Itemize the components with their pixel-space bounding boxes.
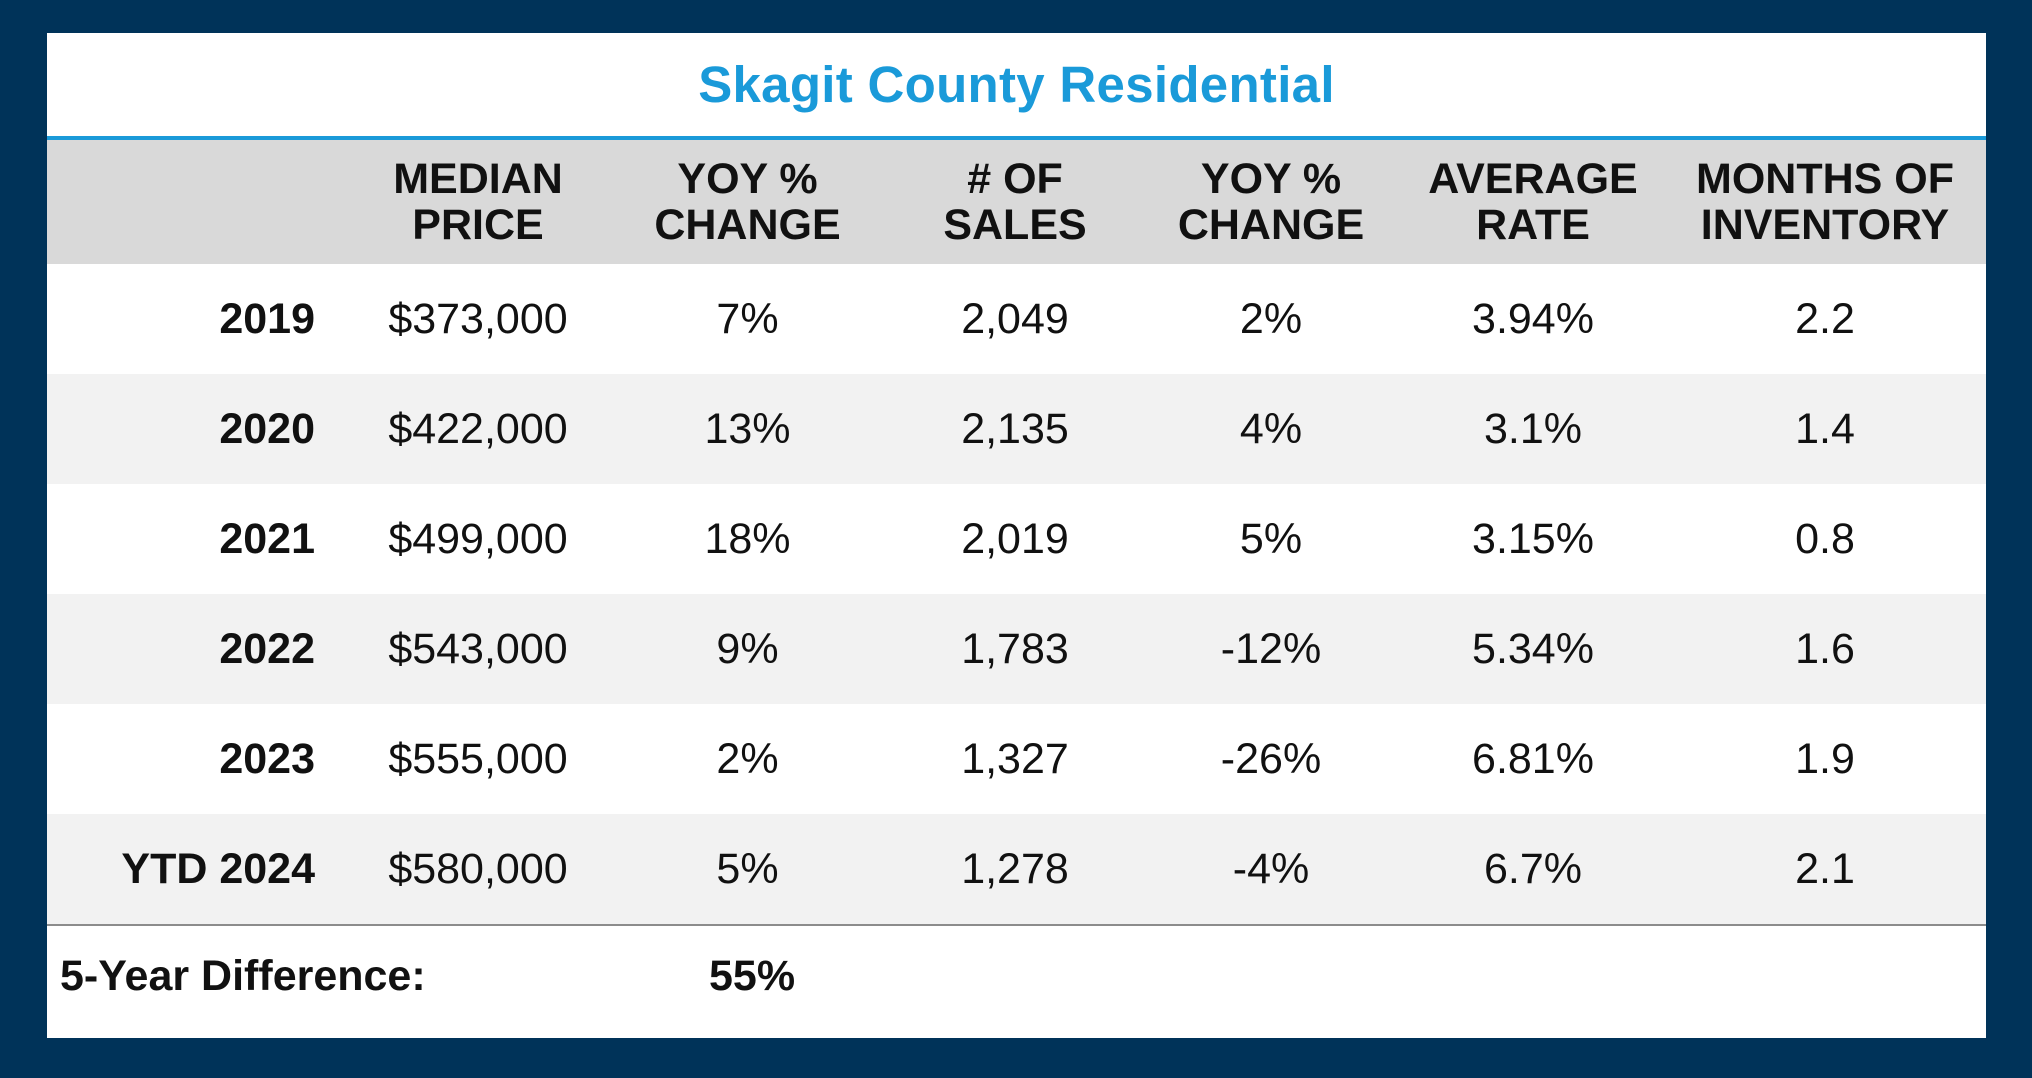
price-yoy-cell: 5% bbox=[716, 844, 779, 893]
price-yoy-cell: 7% bbox=[716, 294, 779, 343]
row-year: 2019 bbox=[219, 294, 315, 343]
header-cell-months-of-inventory: MONTHS OF INVENTORY bbox=[1696, 155, 1954, 249]
table-row: YTD 2024 $580,000 5% 1,278 -4% 6.7% 2.1 bbox=[47, 814, 1986, 924]
header-cell-average-rate: AVERAGE RATE bbox=[1428, 155, 1638, 249]
median-price-cell: $373,000 bbox=[388, 294, 568, 343]
sales-yoy-cell: 4% bbox=[1239, 404, 1303, 453]
row-year: 2021 bbox=[219, 514, 315, 563]
table-row: 2022 $543,000 9% 1,783 -12% 5.34% 1.6 bbox=[47, 594, 1986, 704]
average-rate-cell: 6.81% bbox=[1472, 734, 1594, 783]
five-year-difference-value: 55% bbox=[709, 951, 796, 1000]
header-cell-sales-yoy-change: YOY % CHANGE bbox=[1177, 155, 1365, 249]
row-year: 2020 bbox=[219, 404, 315, 453]
price-yoy-cell: 9% bbox=[716, 624, 779, 673]
average-rate-cell: 5.34% bbox=[1472, 624, 1594, 673]
title-bar: Skagit County Residential bbox=[47, 33, 1986, 140]
row-year: 2022 bbox=[219, 624, 315, 673]
median-price-cell: $580,000 bbox=[388, 844, 568, 893]
average-rate-cell: 3.1% bbox=[1483, 404, 1582, 453]
header-cell-number-of-sales: # OF SALES bbox=[943, 155, 1087, 249]
sales-yoy-cell: 5% bbox=[1239, 514, 1303, 563]
sales-cell: 2,019 bbox=[961, 514, 1069, 563]
price-yoy-cell: 2% bbox=[716, 734, 779, 783]
five-year-difference-label: 5-Year Difference: bbox=[60, 951, 426, 1000]
median-price-cell: $555,000 bbox=[388, 734, 568, 783]
inventory-cell: 1.9 bbox=[1795, 734, 1855, 783]
inventory-cell: 1.4 bbox=[1795, 404, 1855, 453]
inventory-cell: 1.6 bbox=[1795, 624, 1855, 673]
table-title: Skagit County Residential bbox=[698, 56, 1335, 113]
header-row: MEDIAN PRICE YOY % CHANGE # OF SALES YOY… bbox=[47, 140, 1986, 264]
row-year: YTD 2024 bbox=[121, 844, 315, 893]
sales-cell: 2,049 bbox=[961, 294, 1069, 343]
average-rate-cell: 3.15% bbox=[1472, 514, 1594, 563]
sales-yoy-cell: 2% bbox=[1239, 294, 1303, 343]
median-price-cell: $543,000 bbox=[388, 624, 568, 673]
table-row: 2023 $555,000 2% 1,327 -26% 6.81% 1.9 bbox=[47, 704, 1986, 814]
sales-yoy-cell: -26% bbox=[1220, 734, 1322, 783]
footer-row: 5-Year Difference: 55% bbox=[47, 926, 1986, 1026]
median-price-cell: $422,000 bbox=[388, 404, 568, 453]
inventory-cell: 2.1 bbox=[1795, 844, 1855, 893]
row-year: 2023 bbox=[219, 734, 315, 783]
price-yoy-cell: 18% bbox=[704, 514, 791, 563]
footer-divider bbox=[47, 924, 1986, 926]
price-yoy-cell: 13% bbox=[704, 404, 791, 453]
sales-cell: 1,783 bbox=[961, 624, 1069, 673]
average-rate-cell: 3.94% bbox=[1472, 294, 1594, 343]
sales-yoy-cell: -12% bbox=[1220, 624, 1322, 673]
inventory-cell: 0.8 bbox=[1795, 514, 1855, 563]
header-cell-price-yoy-change: YOY % CHANGE bbox=[654, 155, 841, 249]
header-cell-median-price: MEDIAN PRICE bbox=[393, 155, 563, 249]
sales-cell: 1,327 bbox=[961, 734, 1069, 783]
table-row: 2021 $499,000 18% 2,019 5% 3.15% 0.8 bbox=[47, 484, 1986, 594]
median-price-cell: $499,000 bbox=[388, 514, 568, 563]
inventory-cell: 2.2 bbox=[1795, 294, 1855, 343]
table-row: 2019 $373,000 7% 2,049 2% 3.94% 2.2 bbox=[47, 264, 1986, 374]
sales-yoy-cell: -4% bbox=[1232, 844, 1310, 893]
average-rate-cell: 6.7% bbox=[1483, 844, 1582, 893]
table-panel: Skagit County Residential MEDIAN PRICE Y… bbox=[47, 33, 1986, 1038]
sales-cell: 1,278 bbox=[961, 844, 1069, 893]
sales-cell: 2,135 bbox=[961, 404, 1069, 453]
table-row: 2020 $422,000 13% 2,135 4% 3.1% 1.4 bbox=[47, 374, 1986, 484]
